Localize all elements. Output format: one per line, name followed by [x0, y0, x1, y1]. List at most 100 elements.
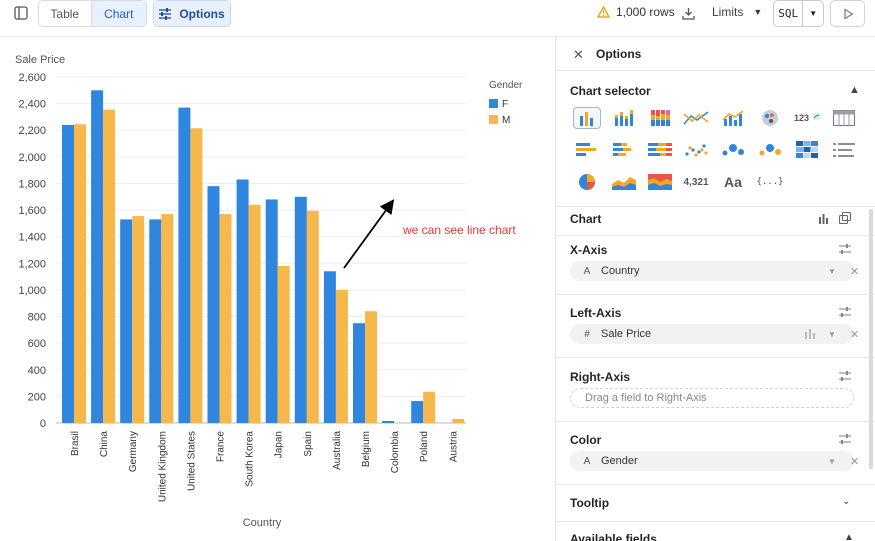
- legend-label-F: F: [502, 99, 508, 110]
- heatmap-icon[interactable]: [793, 139, 821, 161]
- clear-icon[interactable]: ✕: [850, 329, 860, 341]
- area-icon[interactable]: [610, 171, 638, 193]
- right-axis-title: Right-Axis: [570, 370, 630, 384]
- chevron-up-icon[interactable]: ▲: [844, 532, 854, 541]
- y-tick-label: 1,000: [18, 285, 46, 297]
- sql-button-group: SQL ▼: [773, 0, 824, 27]
- tooltip-section[interactable]: Tooltip: [570, 496, 610, 510]
- settings-sliders-icon[interactable]: [839, 243, 851, 255]
- pie-icon[interactable]: [573, 171, 601, 193]
- bar-M-9: [335, 289, 348, 423]
- available-fields-section[interactable]: Available fields: [570, 532, 657, 541]
- scatter-icon[interactable]: [682, 139, 710, 161]
- limits-label: Limits: [712, 5, 744, 19]
- options-label: Options: [179, 6, 225, 21]
- bar-M-1: [103, 109, 116, 423]
- big-number-icon[interactable]: 4,321: [683, 176, 709, 188]
- y-tick-label: 600: [28, 338, 46, 350]
- x-tick-label: Poland: [419, 431, 430, 462]
- close-icon[interactable]: ✕: [573, 47, 584, 62]
- sql-button[interactable]: SQL: [774, 1, 804, 26]
- play-icon: [843, 7, 854, 20]
- stacked-100-bar-icon[interactable]: [646, 107, 674, 129]
- chevron-down-icon[interactable]: ▼: [828, 267, 836, 276]
- stacked-bar-icon[interactable]: [610, 107, 638, 129]
- panel-title: Options: [596, 47, 642, 61]
- chevron-down-icon[interactable]: ▼: [828, 330, 836, 339]
- sql-caret-icon[interactable]: ▼: [809, 9, 818, 18]
- right-axis-dropzone[interactable]: Drag a field to Right-Axis: [570, 388, 854, 408]
- copy-icon[interactable]: [839, 212, 851, 224]
- download-icon[interactable]: [680, 5, 696, 21]
- svg-text:123: 123: [794, 113, 809, 123]
- x-tick-label: France: [216, 431, 227, 463]
- bubble-icon[interactable]: [719, 139, 747, 161]
- chevron-down-icon[interactable]: ▼: [828, 457, 836, 466]
- settings-sliders-icon[interactable]: [839, 306, 851, 318]
- clear-icon[interactable]: ✕: [850, 456, 860, 468]
- settings-sliders-icon[interactable]: [839, 370, 851, 382]
- legend-swatch-M: [489, 115, 498, 124]
- horizontal-100-icon[interactable]: [646, 139, 674, 161]
- x-tick-label: Brasil: [70, 431, 81, 456]
- x-tick-label: South Korea: [245, 431, 256, 487]
- horizontal-stacked-icon[interactable]: [610, 139, 638, 161]
- x-tick-label: China: [99, 431, 110, 458]
- view-toggle: Table Chart: [38, 0, 147, 27]
- panel-scrollbar[interactable]: [869, 209, 873, 469]
- y-tick-label: 1,400: [18, 232, 46, 244]
- divider: [556, 357, 875, 358]
- bar-chart-icon[interactable]: [818, 212, 831, 224]
- tab-chart[interactable]: Chart: [91, 1, 146, 26]
- number-type-icon: #: [584, 328, 590, 340]
- map-icon[interactable]: [756, 107, 784, 129]
- text-icon[interactable]: Aa: [724, 174, 742, 190]
- color-field[interactable]: A Gender ▼ ✕: [570, 451, 859, 471]
- chevron-down-icon[interactable]: ⌄: [842, 496, 851, 507]
- json-icon[interactable]: {...}: [756, 177, 784, 187]
- table-icon[interactable]: [830, 107, 858, 129]
- bar-M-2: [132, 216, 145, 423]
- line-chart-icon[interactable]: [682, 107, 710, 129]
- x-tick-label: Germany: [128, 431, 139, 472]
- settings-sliders-icon[interactable]: [839, 433, 851, 445]
- horizontal-bar-icon[interactable]: [573, 139, 601, 161]
- x-tick-label: Belgium: [361, 431, 372, 467]
- clear-icon[interactable]: ✕: [850, 266, 860, 278]
- y-tick-label: 0: [40, 418, 46, 430]
- x-tick-label: Spain: [303, 431, 314, 457]
- bar-F-4: [178, 107, 191, 423]
- number-trend-icon[interactable]: 123: [793, 107, 821, 129]
- x-tick-label: Australia: [332, 431, 343, 470]
- left-axis-title: Left-Axis: [570, 306, 622, 320]
- y-tick-label: 400: [28, 365, 46, 377]
- list-icon[interactable]: [830, 139, 858, 161]
- options-button[interactable]: Options: [153, 0, 231, 27]
- x-tick-label: United States: [186, 431, 197, 491]
- x-axis-field[interactable]: A Country ▼ ✕: [570, 261, 859, 281]
- y-tick-label: 1,200: [18, 258, 46, 270]
- run-button[interactable]: [830, 0, 865, 27]
- divider: [556, 294, 875, 295]
- bar-line-combo-icon[interactable]: [719, 107, 747, 129]
- stacked-area-icon[interactable]: [646, 171, 674, 193]
- x-tick-label: Colombia: [390, 431, 401, 474]
- bar-F-12: [411, 401, 424, 423]
- left-axis-field[interactable]: # Sale Price ▼ ✕: [570, 324, 859, 344]
- bubble-colored-icon[interactable]: [756, 139, 784, 161]
- color-field-name: Gender: [601, 455, 638, 467]
- row-count: 1,000 rows: [597, 5, 675, 19]
- bar-chart-icon[interactable]: [804, 328, 816, 339]
- y-tick-label: 2,000: [18, 152, 46, 164]
- bar-M-7: [277, 265, 290, 423]
- bar-F-8: [294, 196, 307, 423]
- x-tick-label: Austria: [448, 431, 459, 463]
- limits-dropdown[interactable]: Limits ▼: [712, 5, 762, 19]
- chevron-up-icon[interactable]: ▲: [849, 84, 860, 96]
- bar-chart: Sale Price 0 200 400 600 800 1,000 1,200 1,400 1,…: [15, 54, 523, 529]
- bar-F-0: [62, 124, 74, 424]
- sidebar-toggle-icon[interactable]: [13, 5, 29, 21]
- bar-F-6: [236, 179, 249, 423]
- bar-chart-icon[interactable]: [573, 107, 601, 129]
- tab-table[interactable]: Table: [39, 1, 92, 26]
